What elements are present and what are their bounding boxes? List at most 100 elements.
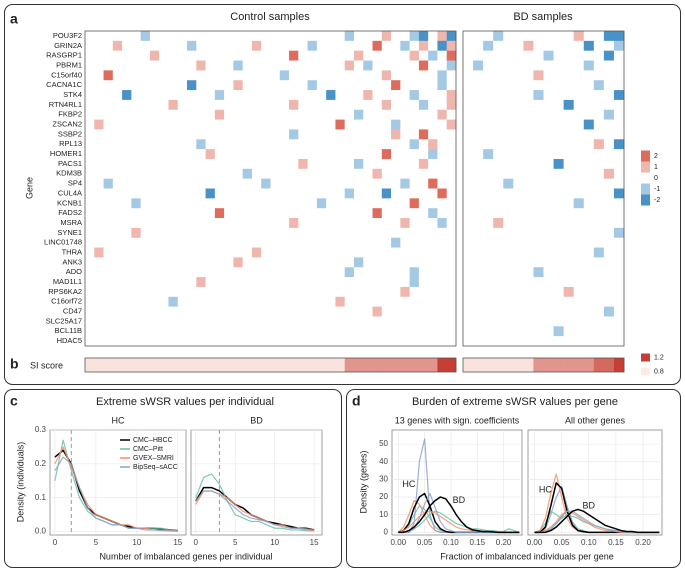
heatmap-cell (400, 306, 410, 317)
legend-label: GVEX–SMRI (133, 455, 174, 462)
heatmap-cell (533, 188, 544, 199)
heatmap-cell (298, 218, 308, 229)
heatmap-cell (513, 247, 524, 258)
heatmap-cell (177, 326, 188, 337)
heatmap-cell (583, 208, 595, 219)
heatmap-cell (437, 60, 448, 71)
si-cell (353, 358, 364, 372)
gene-label: SSBP2 (58, 129, 82, 138)
heatmap-cell (523, 109, 534, 120)
heatmap-cell (473, 267, 484, 278)
si-cell (613, 358, 625, 372)
heatmap-cell (563, 50, 574, 61)
heatmap-cell (344, 336, 355, 347)
heatmap-cell (122, 178, 132, 189)
heatmap-cell (583, 247, 595, 258)
heatmap-cell (326, 139, 336, 150)
heatmap-cell (94, 296, 104, 307)
heatmap-cell (131, 119, 141, 130)
heatmap-cell (483, 237, 494, 248)
strip-title: All other genes (565, 415, 626, 425)
heatmap-cell (391, 80, 401, 91)
heatmap-cell (353, 286, 364, 298)
heatmap-cell (553, 60, 564, 71)
heatmap-cell (523, 336, 534, 347)
heatmap-cell (428, 50, 438, 61)
heatmap-cell (573, 149, 585, 160)
si-cell (242, 358, 253, 372)
heatmap-cell (583, 218, 595, 229)
heatmap-cell (177, 109, 188, 120)
heatmap-cell (326, 227, 336, 239)
heatmap-cell (473, 247, 484, 258)
heatmap-cell (400, 208, 410, 219)
heatmap-cell (196, 178, 206, 189)
heatmap-cell (149, 296, 160, 307)
heatmap-cell (513, 336, 524, 347)
heatmap-cell (94, 188, 104, 199)
heatmap-cell (159, 31, 169, 42)
heatmap-cell (428, 257, 438, 268)
heatmap-cell (400, 60, 410, 71)
heatmap-cell (159, 90, 169, 101)
x-axis-label: Fraction of imbalanced individuals per g… (440, 551, 614, 561)
heatmap-cell (224, 80, 234, 91)
heatmap-cell (251, 168, 262, 179)
heatmap-cell (140, 188, 151, 199)
heatmap-cell (289, 267, 299, 278)
heatmap-cell (603, 306, 615, 317)
heatmap-cell (326, 40, 336, 51)
heatmap-cell (335, 316, 345, 327)
heatmap-cell (187, 80, 197, 91)
heatmap-cell (418, 316, 429, 327)
si-cell (583, 358, 595, 372)
heatmap-cell (149, 50, 160, 61)
heatmap-cell (270, 158, 281, 170)
heatmap-cell (593, 158, 605, 170)
heatmap-cell (400, 40, 410, 51)
heatmap-cell (242, 237, 253, 248)
heatmap-cell (122, 31, 132, 42)
heatmap-cell (418, 237, 429, 248)
heatmap-cell (543, 40, 554, 51)
heatmap-cell (159, 306, 169, 317)
heatmap-cell (103, 188, 114, 199)
heatmap-cell (381, 80, 392, 91)
heatmap-cell (353, 316, 364, 327)
heatmap-cell (149, 336, 160, 347)
heatmap-cell (85, 336, 95, 347)
panel-label: a (10, 11, 18, 27)
gene-label: PACS1 (58, 159, 82, 168)
heatmap-cell (400, 218, 410, 229)
gene-label: THRA (62, 247, 82, 256)
heatmap-cell (391, 31, 401, 42)
heatmap-cell (573, 90, 585, 101)
heatmap-cell (159, 119, 169, 130)
heatmap-cell (418, 198, 429, 209)
heatmap-cell (483, 188, 494, 199)
heatmap-cell (463, 257, 474, 268)
heatmap-cell (563, 296, 574, 307)
heatmap-cell (613, 99, 625, 111)
heatmap-cell (94, 178, 104, 189)
heatmap-cell (344, 119, 355, 130)
heatmap-cell (205, 119, 216, 130)
heatmap-cell (177, 60, 188, 71)
heatmap-cell (400, 326, 410, 337)
heatmap-cell (483, 198, 494, 209)
heatmap-cell (493, 208, 504, 219)
heatmap-cell (409, 31, 420, 42)
heatmap-cell (353, 218, 364, 229)
heatmap-cell (400, 168, 410, 179)
heatmap-cell (168, 60, 179, 71)
gene-label: FADS2 (58, 208, 82, 217)
heatmap-cell (289, 336, 299, 347)
heatmap-cell (187, 90, 197, 101)
heatmap-cell (553, 149, 564, 160)
heatmap-cell (583, 90, 595, 101)
heatmap-cell (214, 70, 225, 81)
heatmap-cell (196, 277, 206, 288)
heatmap-cell (335, 60, 345, 71)
heatmap-cell (363, 80, 373, 91)
gene-label: CACNA1C (46, 80, 82, 89)
